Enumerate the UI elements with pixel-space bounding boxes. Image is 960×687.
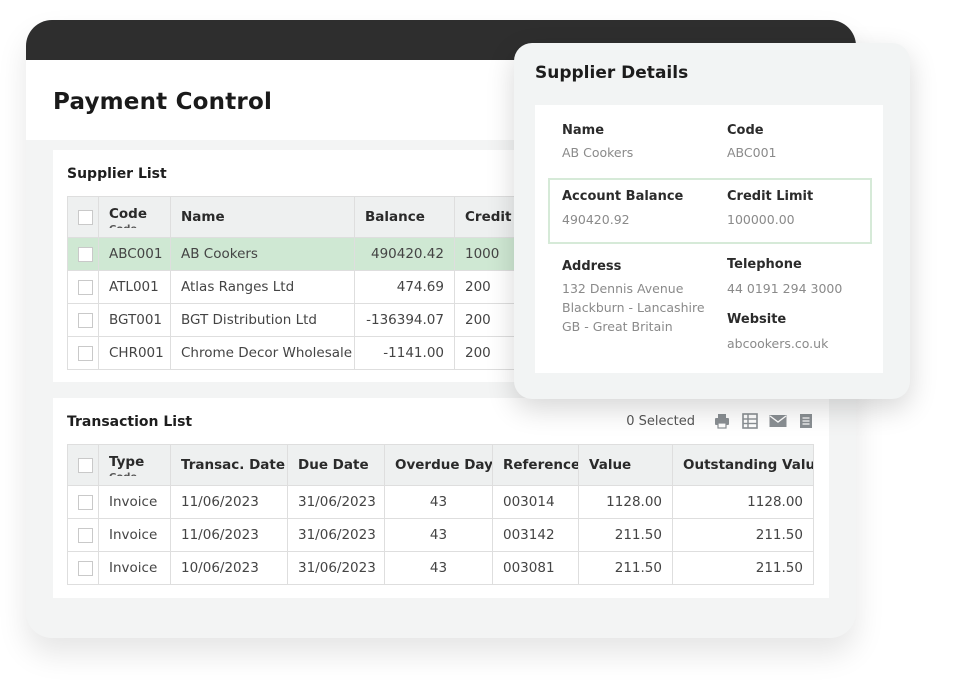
row-checkbox-cell[interactable] (67, 336, 99, 370)
transaction-overdue-days: 43 (384, 518, 493, 552)
transaction-list-panel: Transaction List 0 Selected (53, 398, 829, 598)
name-value: AB Cookers (562, 145, 634, 160)
supplier-list-title: Supplier List (67, 166, 167, 182)
supplier-details-title: Supplier Details (535, 63, 689, 83)
column-header-code[interactable]: CodeCode (98, 196, 171, 238)
column-header-reference[interactable]: Reference (492, 444, 579, 486)
supplier-name: BGT Distribution Ltd (170, 303, 355, 337)
supplier-balance: 474.69 (354, 270, 455, 304)
row-checkbox[interactable] (78, 560, 93, 576)
website-link[interactable]: abcookers.co.uk (727, 336, 829, 351)
transaction-due-date: 31/06/2023 (287, 551, 385, 585)
telephone-value: 44 0191 294 3000 (727, 281, 843, 296)
transaction-outstanding-value: 1128.00 (672, 485, 814, 519)
supplier-balance: -136394.07 (354, 303, 455, 337)
row-checkbox-cell[interactable] (67, 551, 99, 585)
row-checkbox[interactable] (78, 527, 93, 543)
transaction-type: Invoice (98, 485, 171, 519)
transaction-list-title: Transaction List (67, 414, 193, 430)
select-all-checkbox-cell[interactable] (67, 444, 99, 486)
transaction-table: TypeCode Transac. Date Due Date Overdue … (67, 444, 814, 585)
column-header-type[interactable]: TypeCode (98, 444, 171, 486)
row-checkbox-cell[interactable] (67, 485, 99, 519)
row-checkbox[interactable] (78, 246, 93, 262)
row-checkbox[interactable] (78, 312, 93, 328)
transaction-due-date: 31/06/2023 (287, 485, 385, 519)
telephone-label: Telephone (727, 257, 802, 272)
row-checkbox-cell[interactable] (67, 303, 99, 337)
supplier-details-body: Name AB Cookers Code ABC001 Account Bala… (535, 105, 883, 373)
supplier-code: BGT001 (98, 303, 171, 337)
supplier-code: CHR001 (98, 336, 171, 370)
row-checkbox-cell[interactable] (67, 237, 99, 271)
grid-icon[interactable] (741, 412, 759, 430)
transaction-date: 11/06/2023 (170, 485, 288, 519)
transaction-outstanding-value: 211.50 (672, 518, 814, 552)
transaction-date: 10/06/2023 (170, 551, 288, 585)
transaction-reference: 003081 (492, 551, 579, 585)
address-line-1: 132 Dennis Avenue (562, 281, 684, 296)
document-icon[interactable] (797, 412, 815, 430)
name-label: Name (562, 123, 605, 138)
transaction-reference: 003014 (492, 485, 579, 519)
table-row[interactable]: Invoice 11/06/2023 31/06/2023 43 003142 … (67, 518, 814, 552)
column-header-balance[interactable]: Balance (354, 196, 455, 238)
supplier-balance: 490420.42 (354, 237, 455, 271)
column-header-value[interactable]: Value (578, 444, 673, 486)
transaction-value: 211.50 (578, 551, 673, 585)
table-row[interactable]: Invoice 10/06/2023 31/06/2023 43 003081 … (67, 551, 814, 585)
address-line-2: Blackburn - Lancashire (562, 300, 705, 315)
transaction-reference: 003142 (492, 518, 579, 552)
code-label: Code (727, 123, 764, 138)
transaction-overdue-days: 43 (384, 551, 493, 585)
select-all-checkbox[interactable] (78, 457, 93, 473)
supplier-details-card: Supplier Details Name AB Cookers Code AB… (514, 43, 910, 399)
transaction-toolbar: 0 Selected (626, 412, 815, 430)
row-checkbox[interactable] (78, 345, 93, 361)
select-all-checkbox[interactable] (78, 209, 93, 225)
address-line-3: GB - Great Britain (562, 319, 673, 334)
transaction-due-date: 31/06/2023 (287, 518, 385, 552)
supplier-name: Chrome Decor Wholesale (170, 336, 355, 370)
column-header-transac-date[interactable]: Transac. Date (170, 444, 288, 486)
transaction-value: 1128.00 (578, 485, 673, 519)
supplier-code: ABC001 (98, 237, 171, 271)
payment-control-window: Payment Control Supplier List CodeCode N… (26, 20, 856, 638)
transaction-table-header: TypeCode Transac. Date Due Date Overdue … (67, 444, 814, 486)
website-label: Website (727, 312, 787, 327)
account-balance-label: Account Balance (562, 189, 684, 204)
credit-limit-label: Credit Limit (727, 189, 814, 204)
transaction-type: Invoice (98, 518, 171, 552)
transaction-value: 211.50 (578, 518, 673, 552)
table-row[interactable]: Invoice 11/06/2023 31/06/2023 43 003014 … (67, 485, 814, 519)
account-balance-value: 490420.92 (562, 212, 630, 227)
row-checkbox[interactable] (78, 279, 93, 295)
row-checkbox[interactable] (78, 494, 93, 510)
transaction-date: 11/06/2023 (170, 518, 288, 552)
supplier-name: Atlas Ranges Ltd (170, 270, 355, 304)
transaction-overdue-days: 43 (384, 485, 493, 519)
selected-count: 0 Selected (626, 413, 695, 429)
code-value: ABC001 (727, 145, 777, 160)
column-header-outstanding-value[interactable]: Outstanding Value (672, 444, 814, 486)
credit-limit-value: 100000.00 (727, 212, 795, 227)
column-header-overdue-days[interactable]: Overdue Days (384, 444, 493, 486)
select-all-checkbox-cell[interactable] (67, 196, 99, 238)
column-header-name[interactable]: Name (170, 196, 355, 238)
page-title: Payment Control (53, 89, 273, 115)
print-icon[interactable] (713, 412, 731, 430)
supplier-name: AB Cookers (170, 237, 355, 271)
transaction-type: Invoice (98, 551, 171, 585)
address-label: Address (562, 259, 622, 274)
supplier-code: ATL001 (98, 270, 171, 304)
account-balance-highlight (548, 178, 872, 244)
row-checkbox-cell[interactable] (67, 270, 99, 304)
supplier-balance: -1141.00 (354, 336, 455, 370)
mail-icon[interactable] (769, 412, 787, 430)
column-header-due-date[interactable]: Due Date (287, 444, 385, 486)
row-checkbox-cell[interactable] (67, 518, 99, 552)
transaction-outstanding-value: 211.50 (672, 551, 814, 585)
